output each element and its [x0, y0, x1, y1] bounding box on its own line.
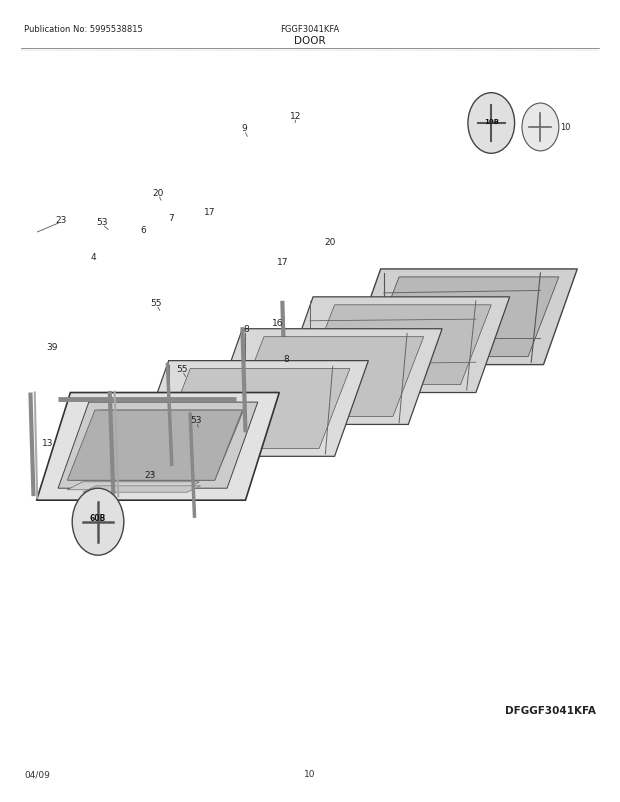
Polygon shape	[82, 486, 201, 492]
Text: 23: 23	[55, 216, 67, 225]
Text: 39: 39	[46, 342, 58, 351]
Text: 55: 55	[151, 298, 162, 307]
Text: 17: 17	[204, 208, 216, 217]
Text: DOOR: DOOR	[294, 36, 326, 47]
Polygon shape	[208, 330, 442, 425]
Text: 60B: 60B	[90, 513, 106, 523]
Text: 9: 9	[241, 124, 247, 133]
Polygon shape	[159, 369, 350, 449]
Text: 13: 13	[42, 439, 53, 448]
Polygon shape	[347, 269, 577, 365]
Text: Publication No: 5995538815: Publication No: 5995538815	[24, 25, 143, 34]
Text: DFGGF3041KFA: DFGGF3041KFA	[505, 706, 596, 715]
Text: 10: 10	[560, 124, 570, 132]
Text: 04/09: 04/09	[24, 770, 50, 779]
Circle shape	[72, 488, 124, 556]
Polygon shape	[70, 411, 244, 480]
Polygon shape	[37, 393, 279, 500]
Text: 7: 7	[168, 213, 174, 222]
Text: 8: 8	[283, 354, 289, 363]
Text: 8: 8	[243, 325, 249, 334]
Text: 55: 55	[177, 365, 188, 374]
Polygon shape	[279, 298, 510, 393]
Text: 53: 53	[190, 415, 202, 424]
Circle shape	[468, 94, 515, 154]
Text: 12: 12	[290, 111, 301, 120]
Polygon shape	[58, 403, 258, 488]
Text: 10B: 10B	[484, 119, 498, 124]
Text: 20: 20	[324, 237, 335, 246]
Polygon shape	[233, 338, 423, 417]
Text: 53: 53	[97, 218, 108, 227]
Text: 16: 16	[272, 318, 283, 327]
Polygon shape	[135, 361, 368, 457]
Polygon shape	[304, 306, 491, 385]
Text: 4: 4	[91, 253, 96, 262]
Polygon shape	[68, 482, 200, 490]
Text: FGGF3041KFA: FGGF3041KFA	[280, 25, 340, 34]
Text: 20: 20	[153, 188, 164, 197]
Polygon shape	[68, 411, 242, 480]
Circle shape	[522, 104, 559, 152]
Text: 6: 6	[140, 226, 146, 235]
Text: 23: 23	[144, 471, 156, 480]
Polygon shape	[368, 277, 559, 357]
Text: 10: 10	[304, 770, 316, 779]
Text: 17: 17	[277, 258, 289, 267]
